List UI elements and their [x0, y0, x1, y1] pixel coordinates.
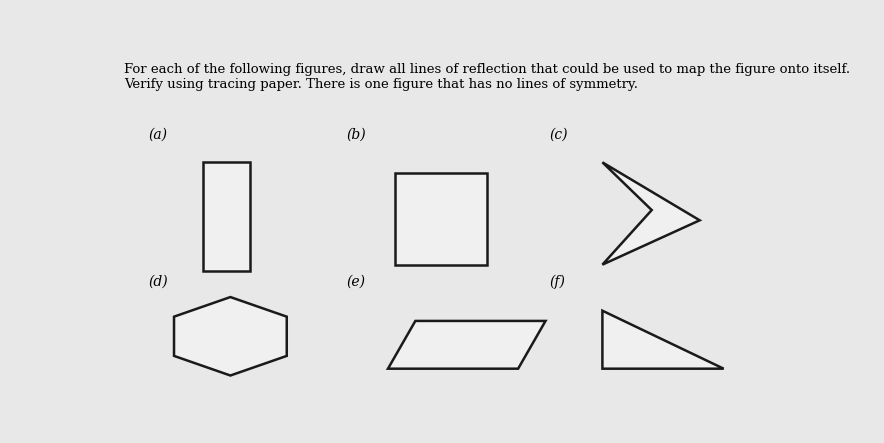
Text: (d): (d)	[149, 275, 168, 289]
Text: (f): (f)	[549, 275, 565, 289]
Polygon shape	[602, 162, 700, 264]
Polygon shape	[388, 321, 545, 369]
Text: (e): (e)	[347, 275, 366, 289]
Text: (b): (b)	[347, 128, 367, 142]
Polygon shape	[174, 297, 286, 376]
Bar	[203, 162, 249, 272]
Text: (a): (a)	[149, 128, 167, 142]
Text: For each of the following figures, draw all lines of reflection that could be us: For each of the following figures, draw …	[124, 63, 850, 91]
Bar	[395, 173, 487, 264]
Polygon shape	[602, 311, 724, 369]
Text: (c): (c)	[549, 128, 568, 142]
